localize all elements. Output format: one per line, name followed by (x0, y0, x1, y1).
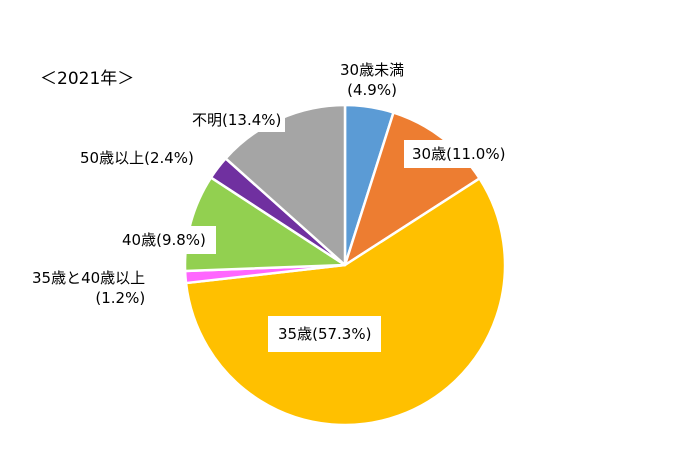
chart-title: ＜2021年＞ (40, 69, 135, 89)
label-35: 35歳(57.3%) (268, 316, 382, 352)
label-30: 30歳(11.0%) (404, 140, 514, 168)
pie-slice-4 (183, 176, 347, 273)
label-unknown: 不明(13.4%) (188, 108, 286, 132)
pie-slice-2 (184, 177, 507, 427)
label-under30: 30歳未満 (4.9%) (336, 58, 409, 102)
label-40: 40歳(9.8%) (112, 226, 216, 254)
label-35-and-40plus: 35歳と40歳以上 (1.2%) (28, 266, 150, 310)
label-50plus: 50歳以上(2.4%) (76, 146, 198, 170)
